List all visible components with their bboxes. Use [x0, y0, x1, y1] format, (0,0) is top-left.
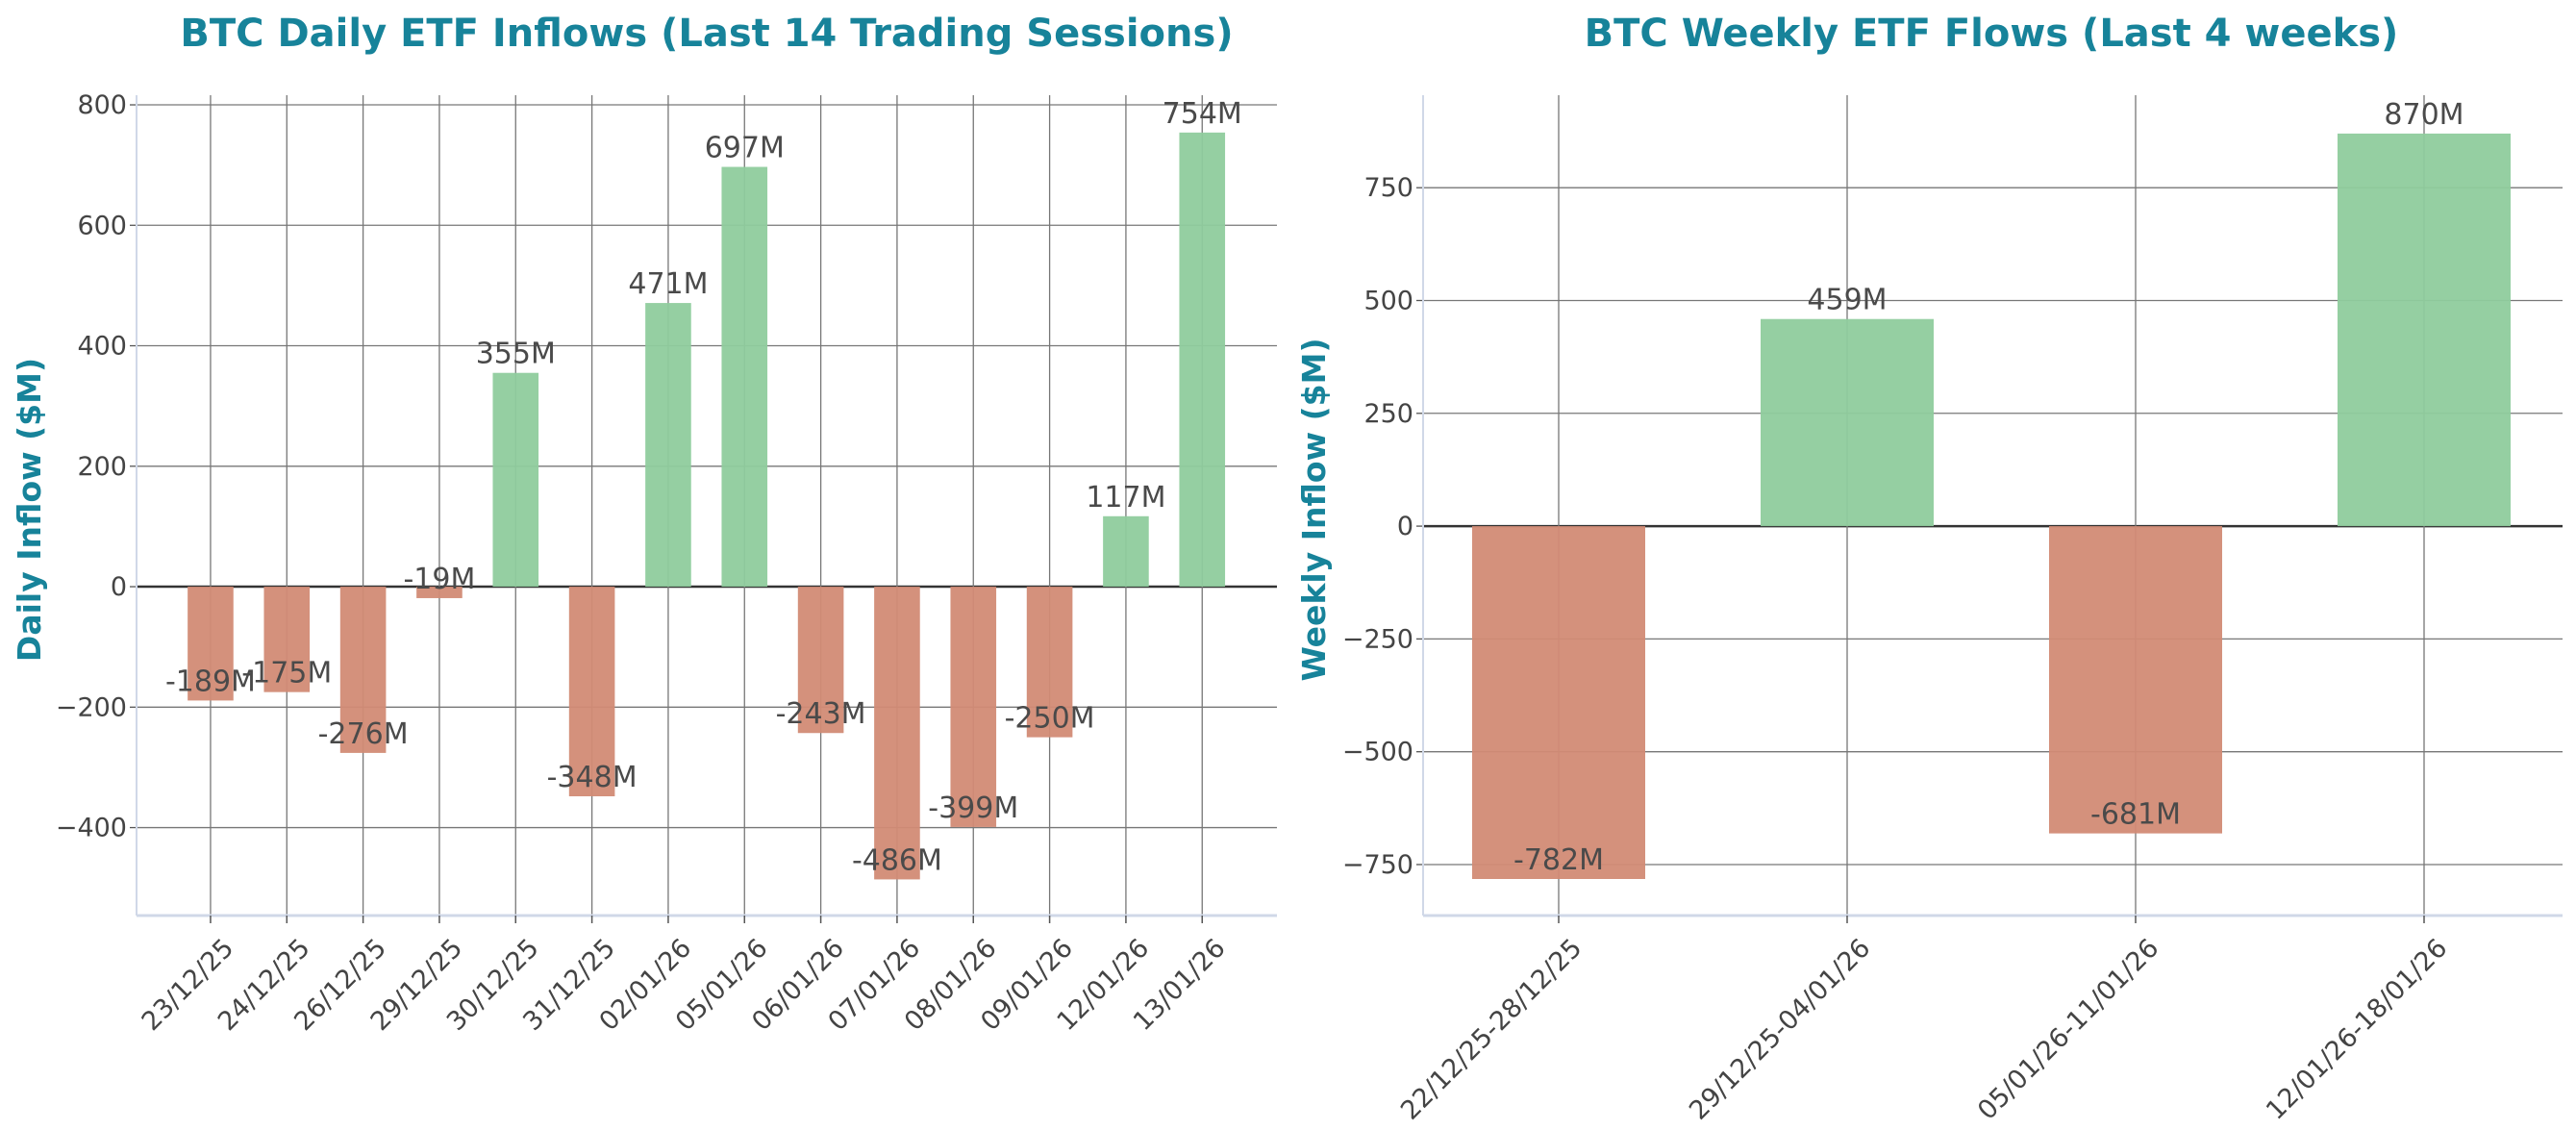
bar-value-label: 471M	[628, 267, 708, 301]
daily-inflows-chart: BTC Daily ETF Inflows (Last 14 Trading S…	[11, 12, 1277, 1037]
bar-value-label: -348M	[547, 761, 638, 794]
y-tick-label: −200	[56, 692, 127, 722]
bar-value-label: -486M	[852, 843, 942, 877]
bar-value-label: -681M	[2090, 798, 2181, 832]
bar-positive	[721, 166, 768, 588]
weekly-y-axis-label: Weekly Inflow ($M)	[1295, 338, 1333, 681]
bar-value-label: -782M	[1513, 843, 1604, 877]
bar-positive	[2338, 133, 2511, 527]
y-tick-label: −250	[1342, 624, 1413, 654]
bar-value-label: 754M	[1163, 97, 1242, 131]
weekly-flows-chart: BTC Weekly ETF Flows (Last 4 weeks) Week…	[1295, 12, 2563, 1126]
bar-value-label: 697M	[705, 132, 785, 165]
y-tick-label: −750	[1342, 850, 1413, 880]
y-tick-label: 200	[77, 452, 127, 482]
bar-negative	[568, 587, 615, 796]
bar-value-label: 870M	[2384, 98, 2463, 132]
bar-positive	[645, 303, 691, 588]
y-tick-label: 600	[77, 211, 127, 240]
y-tick-label: −500	[1342, 738, 1413, 767]
bar-negative	[339, 587, 387, 753]
y-tick-label: 750	[1363, 173, 1413, 203]
bar-positive	[492, 372, 539, 588]
y-tick-label: −400	[56, 814, 127, 843]
bar-negative	[188, 587, 234, 701]
bar-negative	[2049, 526, 2222, 834]
y-tick-label: 250	[1363, 399, 1413, 429]
y-tick-label: 0	[111, 572, 127, 602]
bar-negative	[1026, 587, 1073, 738]
bar-value-label: -175M	[241, 657, 332, 691]
x-tick-label: 12/01/26-18/01/26	[2261, 933, 2453, 1125]
x-tick-label: 29/12/25-04/01/26	[1684, 933, 1876, 1125]
bar-value-label: 355M	[476, 338, 556, 371]
bar-value-label: -276M	[318, 717, 409, 751]
weekly-chart-title: BTC Weekly ETF Flows (Last 4 weeks)	[1585, 12, 2399, 56]
daily-y-axis-label: Daily Inflow ($M)	[11, 358, 48, 662]
y-tick-label: 0	[1397, 512, 1413, 541]
bar-value-label: -399M	[928, 791, 1018, 825]
x-tick-label: 22/12/25-28/12/25	[1395, 933, 1588, 1125]
bar-negative	[797, 587, 844, 734]
bar-negative	[950, 587, 997, 827]
bar-value-label: -189M	[165, 665, 256, 698]
bar-negative	[1472, 526, 1645, 879]
bar-negative	[263, 587, 311, 692]
y-tick-label: 400	[77, 332, 127, 362]
bar-negative	[874, 587, 920, 880]
bar-value-label: -19M	[403, 563, 475, 596]
daily-chart-title: BTC Daily ETF Inflows (Last 14 Trading S…	[180, 12, 1233, 56]
bar-positive	[1761, 318, 1934, 527]
bar-value-label: 117M	[1086, 481, 1165, 515]
bar-negative	[416, 587, 463, 598]
bar-positive	[1179, 132, 1226, 588]
y-tick-label: 500	[1363, 286, 1413, 315]
y-tick-label: 800	[77, 90, 127, 120]
x-tick-label: 05/01/26-11/01/26	[1972, 933, 2164, 1125]
bar-value-label: -250M	[1005, 702, 1095, 736]
bar-positive	[1103, 515, 1149, 588]
bar-value-label: 459M	[1807, 284, 1887, 317]
bar-value-label: -243M	[776, 697, 866, 731]
